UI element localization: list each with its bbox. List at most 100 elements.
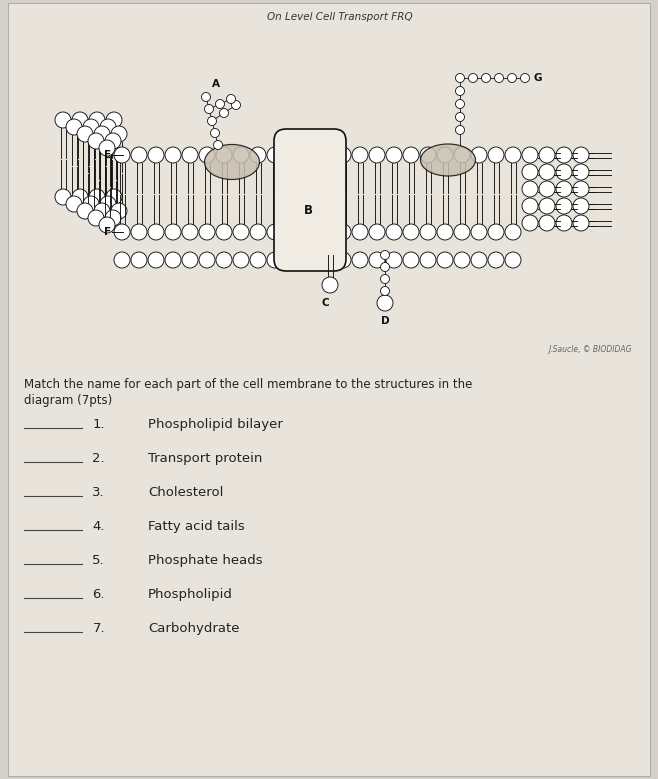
Text: E: E (104, 150, 111, 160)
Circle shape (100, 119, 116, 135)
Circle shape (455, 86, 465, 96)
Circle shape (232, 100, 241, 110)
Circle shape (105, 210, 121, 226)
Circle shape (522, 198, 538, 214)
Circle shape (386, 252, 402, 268)
Text: Transport protein: Transport protein (148, 452, 263, 465)
Circle shape (284, 224, 300, 240)
Circle shape (468, 73, 478, 83)
Text: Phospholipid bilayer: Phospholipid bilayer (148, 418, 283, 431)
Circle shape (573, 215, 589, 231)
Circle shape (455, 100, 465, 108)
Circle shape (106, 189, 122, 205)
FancyBboxPatch shape (274, 129, 346, 271)
Circle shape (72, 189, 88, 205)
Circle shape (131, 252, 147, 268)
Circle shape (182, 252, 198, 268)
Circle shape (369, 147, 385, 163)
Circle shape (88, 210, 104, 226)
Circle shape (454, 224, 470, 240)
Circle shape (488, 252, 504, 268)
Circle shape (165, 147, 181, 163)
Circle shape (77, 126, 93, 142)
Circle shape (111, 203, 127, 219)
Text: A: A (212, 79, 220, 89)
Circle shape (455, 125, 465, 135)
Circle shape (207, 117, 216, 125)
Circle shape (556, 198, 572, 214)
Circle shape (352, 224, 368, 240)
Circle shape (131, 224, 147, 240)
Circle shape (556, 164, 572, 180)
Circle shape (55, 189, 71, 205)
Circle shape (233, 147, 249, 163)
Circle shape (216, 100, 224, 108)
Circle shape (211, 129, 220, 138)
Circle shape (352, 147, 368, 163)
Circle shape (148, 252, 164, 268)
Circle shape (66, 119, 82, 135)
Circle shape (573, 164, 589, 180)
Text: Phosphate heads: Phosphate heads (148, 554, 263, 567)
Circle shape (507, 73, 517, 83)
Circle shape (233, 252, 249, 268)
Circle shape (250, 147, 266, 163)
Circle shape (522, 215, 538, 231)
Circle shape (539, 215, 555, 231)
Circle shape (205, 104, 213, 114)
Circle shape (539, 181, 555, 197)
Text: Fatty acid tails: Fatty acid tails (148, 520, 245, 533)
Circle shape (454, 147, 470, 163)
Circle shape (455, 112, 465, 122)
Circle shape (284, 147, 300, 163)
Circle shape (380, 287, 390, 295)
Circle shape (216, 147, 232, 163)
Circle shape (94, 126, 110, 142)
Circle shape (403, 252, 419, 268)
Circle shape (505, 147, 521, 163)
Circle shape (182, 224, 198, 240)
Circle shape (99, 140, 115, 156)
Circle shape (539, 164, 555, 180)
Circle shape (55, 112, 71, 128)
Text: J.Saucle, © BIODIDAG: J.Saucle, © BIODIDAG (548, 345, 632, 354)
Circle shape (403, 147, 419, 163)
Circle shape (322, 277, 338, 293)
Text: 5.: 5. (92, 554, 105, 567)
Circle shape (199, 147, 215, 163)
Circle shape (284, 252, 300, 268)
Circle shape (520, 73, 530, 83)
Circle shape (420, 252, 436, 268)
Circle shape (539, 147, 555, 163)
Circle shape (105, 133, 121, 149)
Ellipse shape (420, 144, 476, 176)
Circle shape (437, 147, 453, 163)
Circle shape (114, 147, 130, 163)
Circle shape (437, 252, 453, 268)
Circle shape (495, 73, 503, 83)
Circle shape (89, 112, 105, 128)
Circle shape (199, 252, 215, 268)
Circle shape (369, 224, 385, 240)
Text: B: B (303, 203, 313, 217)
Circle shape (165, 252, 181, 268)
Circle shape (454, 252, 470, 268)
Circle shape (213, 140, 222, 150)
Circle shape (556, 181, 572, 197)
Circle shape (201, 93, 211, 101)
Circle shape (488, 224, 504, 240)
Text: C: C (321, 298, 329, 308)
Circle shape (556, 215, 572, 231)
Circle shape (505, 224, 521, 240)
Circle shape (267, 252, 283, 268)
Circle shape (455, 73, 465, 83)
Circle shape (94, 203, 110, 219)
Circle shape (335, 224, 351, 240)
Circle shape (420, 224, 436, 240)
Circle shape (380, 274, 390, 284)
Circle shape (220, 108, 228, 118)
Circle shape (377, 295, 393, 311)
Circle shape (380, 251, 390, 259)
Circle shape (250, 224, 266, 240)
Circle shape (318, 147, 334, 163)
